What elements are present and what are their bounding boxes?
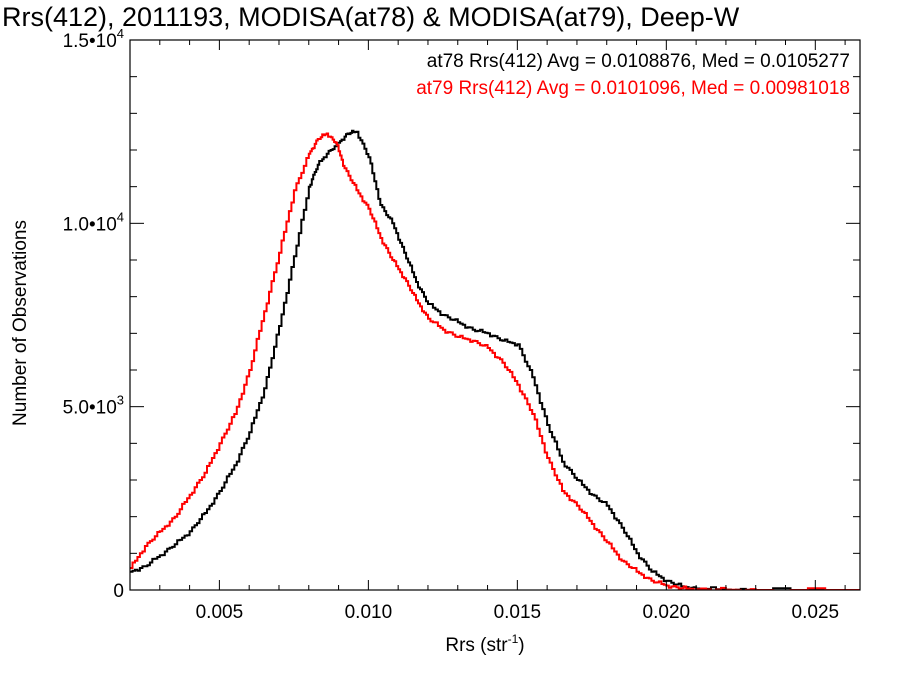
x-tick-label: 0.010 bbox=[345, 602, 393, 623]
legend-entry-2: at79 Rrs(412) Avg = 0.0101096, Med = 0.0… bbox=[416, 78, 850, 99]
x-tick-label: 0.025 bbox=[792, 602, 840, 623]
x-axis-label: Rrs (str-1) bbox=[445, 632, 524, 656]
y-tick-label: 5.0•103 bbox=[63, 393, 124, 419]
chart-title: Rrs(412), 2011193, MODISA(at78) & MODISA… bbox=[2, 2, 740, 32]
y-tick-label: 1.0•104 bbox=[63, 209, 124, 235]
x-tick-label: 0.015 bbox=[494, 602, 542, 623]
x-tick-label: 0.005 bbox=[196, 602, 244, 623]
legend-entry-1: at78 Rrs(412) Avg = 0.0108876, Med = 0.0… bbox=[427, 51, 850, 72]
y-axis-label: Number of Observations bbox=[10, 220, 31, 426]
x-tick-label: 0.020 bbox=[643, 602, 691, 623]
y-tick-label: 1.5•104 bbox=[63, 26, 124, 52]
series-line-1 bbox=[130, 129, 860, 590]
plot-frame bbox=[129, 39, 861, 591]
y-tick-label: 0 bbox=[113, 581, 124, 602]
series-line-2 bbox=[130, 132, 860, 590]
